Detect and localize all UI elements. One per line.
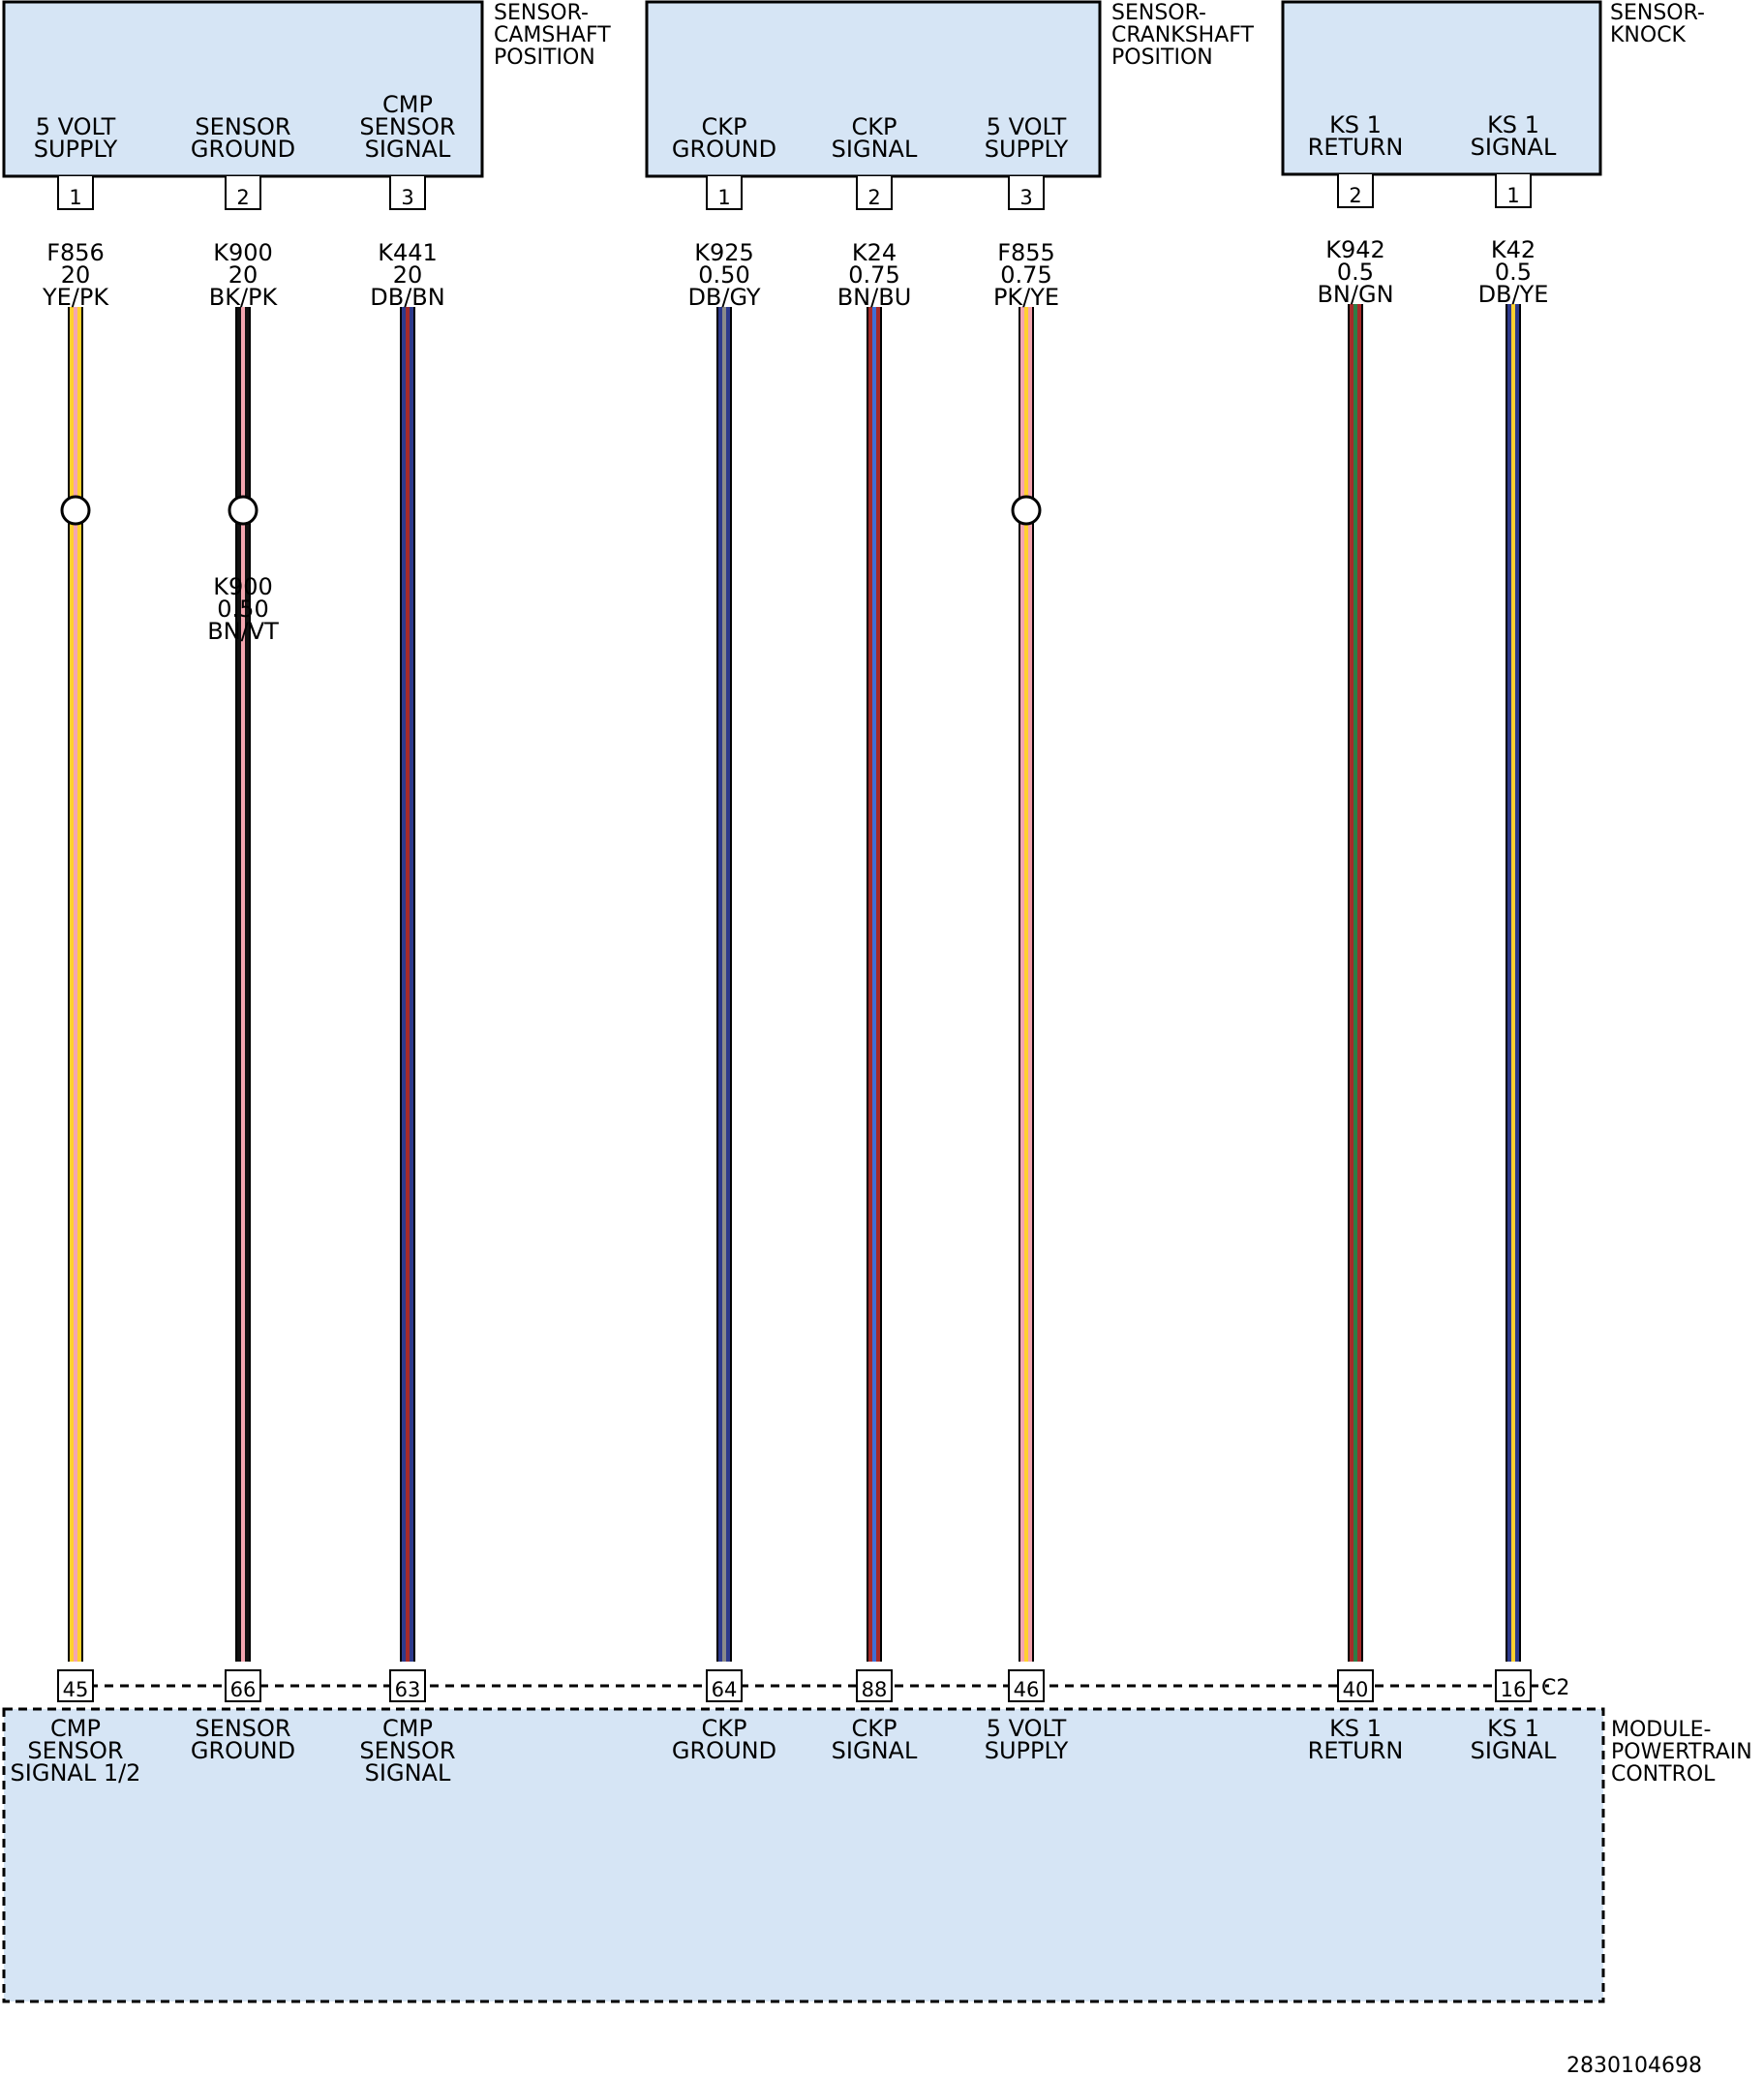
camshaft-sensor-box xyxy=(2,0,484,178)
k942-pcm-pin-box xyxy=(1337,1669,1374,1702)
k441-sensor-pin-box xyxy=(389,176,426,210)
k42-pcm-pin: 16 xyxy=(1501,1678,1527,1701)
k942-sensor-terminal-label: KS 1 RETURN xyxy=(1308,111,1404,161)
k925-sensor-pin: 1 xyxy=(717,186,730,209)
k42-pcm-pin-box xyxy=(1495,1669,1532,1702)
f856-pcm-terminal-label: CMP SENSOR SIGNAL 1/2 xyxy=(11,1715,141,1787)
k925-sensor-terminal-label: CKP GROUND xyxy=(672,113,776,163)
k24-wire-label: K24 0.75 BN/BU xyxy=(837,239,912,311)
k925-pcm-pin: 64 xyxy=(712,1678,738,1701)
pcm-module-name: MODULE- POWERTRAIN CONTROL xyxy=(1611,1718,1759,1787)
crankshaft-sensor-name: SENSOR- CRANKSHAFT POSITION xyxy=(1111,1,1261,70)
knock-sensor-name: SENSOR- KNOCK xyxy=(1610,1,1712,47)
k24-pcm-pin-box xyxy=(856,1669,893,1702)
k24-sensor-terminal-label: CKP SIGNAL xyxy=(832,113,918,163)
circuits: 5 VOLT SUPPLY 1 F856 20 YE/PK 45 CMP SENSOR SIGNA… xyxy=(11,91,1557,1787)
f856-pcm-pin: 45 xyxy=(63,1678,89,1701)
k942-wire-label: K942 0.5 BN/GN xyxy=(1317,236,1393,308)
k900-sensor-pin-box xyxy=(225,176,261,210)
c2-connector-label: C2 xyxy=(1541,1676,1569,1700)
k942-sensor-pin: 2 xyxy=(1349,184,1361,207)
k900-sensor-pin: 2 xyxy=(236,186,249,209)
k925-pcm-terminal-label: CKP GROUND xyxy=(672,1715,776,1764)
k24-pcm-terminal-label: CKP SIGNAL xyxy=(832,1715,918,1764)
k42-sensor-terminal-label: KS 1 SIGNAL xyxy=(1471,111,1557,161)
f856-sensor-pin: 1 xyxy=(69,186,81,209)
f855-splice-circle xyxy=(1011,495,1042,526)
k24-sensor-pin-box xyxy=(856,176,893,210)
k925-pcm-pin-box xyxy=(706,1669,743,1702)
k42-sensor-pin-box xyxy=(1495,174,1532,208)
f855-sensor-pin-box xyxy=(1008,176,1045,210)
k42-wire-label: K42 0.5 DB/YE xyxy=(1478,236,1549,308)
k900-after-splice-label: K900 0.50 BN/VT xyxy=(207,573,279,645)
k900-pcm-pin: 66 xyxy=(230,1678,257,1701)
k441-sensor-pin: 3 xyxy=(401,186,413,209)
camshaft-sensor-name: SENSOR- CAMSHAFT POSITION xyxy=(494,1,618,70)
k942-pcm-terminal-label: KS 1 RETURN xyxy=(1308,1715,1404,1764)
k441-pcm-terminal-label: CMP SENSOR SIGNAL xyxy=(359,1715,455,1787)
f856-pcm-pin-box xyxy=(57,1669,94,1702)
f855-pcm-pin: 46 xyxy=(1014,1678,1040,1701)
k925-wire-label: K925 0.50 DB/GY xyxy=(687,239,760,311)
f856-splice-circle xyxy=(60,495,91,526)
k942-pcm-pin: 40 xyxy=(1343,1678,1369,1701)
k24-sensor-pin: 2 xyxy=(867,186,880,209)
f855-pcm-terminal-label: 5 VOLT SUPPLY xyxy=(985,1715,1069,1764)
k900-wire-label: K900 20 BK/PK xyxy=(209,239,279,311)
k42-sensor-pin: 1 xyxy=(1506,184,1519,207)
f855-wire-label: F855 0.75 PK/YE xyxy=(993,239,1059,311)
k24-pcm-pin: 88 xyxy=(862,1678,888,1701)
crankshaft-sensor-box xyxy=(645,0,1102,178)
k900-splice-circle xyxy=(228,495,259,526)
k441-wire-label: K441 20 DB/BN xyxy=(370,239,444,311)
knock-sensor-box xyxy=(1281,0,1602,176)
f856-sensor-terminal-label: 5 VOLT SUPPLY xyxy=(34,113,118,163)
k441-pcm-pin: 63 xyxy=(395,1678,421,1701)
diagram-code: 2830104698 xyxy=(1566,2054,1702,2077)
k441-pcm-pin-box xyxy=(389,1669,426,1702)
k441-sensor-terminal-label: CMP SENSOR SIGNAL xyxy=(359,91,455,163)
k942-sensor-pin-box xyxy=(1337,174,1374,208)
f855-sensor-pin: 3 xyxy=(1019,186,1032,209)
f856-wire-label: F856 20 YE/PK xyxy=(42,239,109,311)
k900-pcm-pin-box xyxy=(225,1669,261,1702)
pcm-module-box xyxy=(2,1707,1605,2003)
f856-sensor-pin-box xyxy=(57,176,94,210)
k900-pcm-terminal-label: SENSOR GROUND xyxy=(191,1715,295,1764)
k42-pcm-terminal-label: KS 1 SIGNAL xyxy=(1471,1715,1557,1764)
f855-pcm-pin-box xyxy=(1008,1669,1045,1702)
k925-sensor-pin-box xyxy=(706,176,743,210)
f855-sensor-terminal-label: 5 VOLT SUPPLY xyxy=(985,113,1069,163)
k900-sensor-terminal-label: SENSOR GROUND xyxy=(191,113,295,163)
